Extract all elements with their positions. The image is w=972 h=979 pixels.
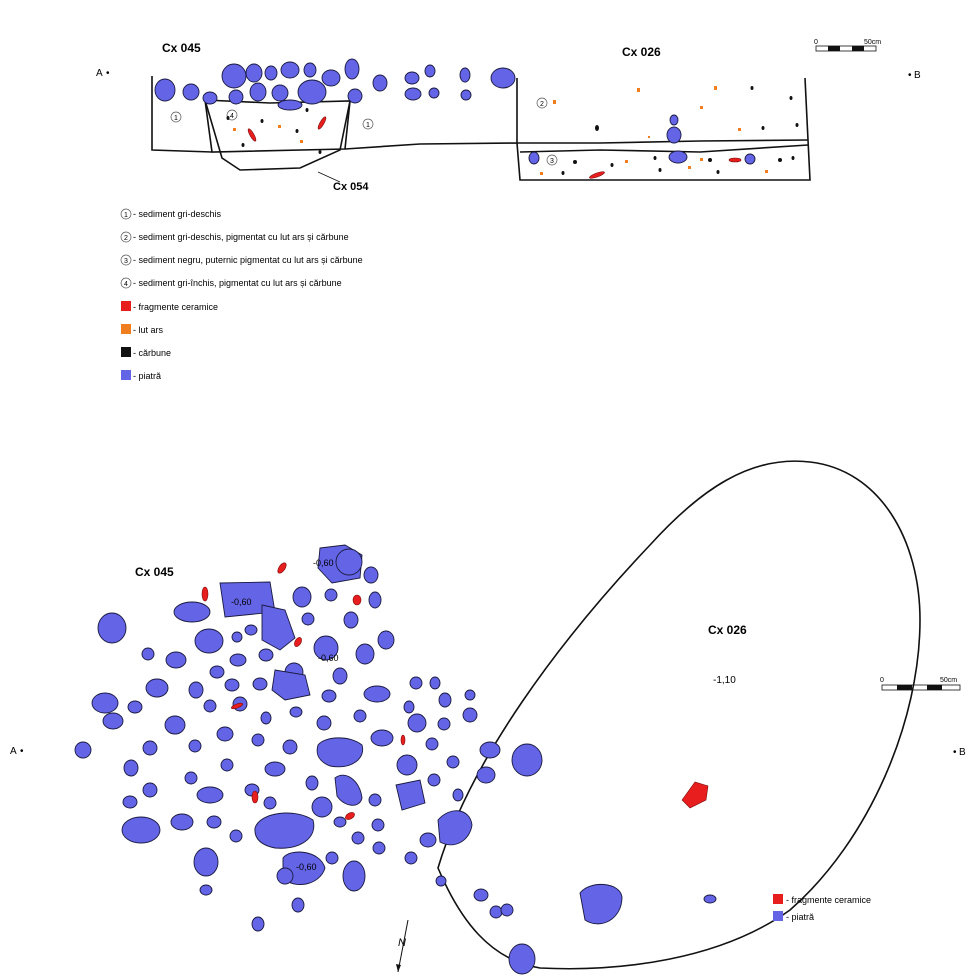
svg-text:- sediment gri-deschis, pigmen: - sediment gri-deschis, pigmentat cu lut…	[133, 232, 349, 242]
svg-text:- lut ars: - lut ars	[133, 325, 164, 335]
section-scale-end: 50cm	[864, 39, 881, 46]
svg-text:- piatră: - piatră	[133, 371, 161, 381]
section-profile: A • • B Cx 045 Cx 026 Cx 054 0 50cm 1 4 …	[96, 39, 921, 193]
legend-item-charcoal: - cărbune	[121, 347, 171, 358]
svg-text:- sediment negru, puternic pig: - sediment negru, puternic pigmentat cu …	[133, 255, 363, 265]
legend-item-stone: - piatră	[121, 370, 161, 381]
plan-scale-zero: 0	[880, 677, 884, 684]
plan-ceramics	[201, 562, 709, 820]
cx026-plan-outline	[437, 460, 921, 970]
section-marker-b: B	[914, 70, 921, 81]
svg-text:- fragmente ceramice: - fragmente ceramice	[786, 895, 871, 905]
svg-text:- sediment gri-deschis: - sediment gri-deschis	[133, 209, 222, 219]
charcoal-swatch	[121, 347, 131, 357]
cx054-leader-line	[317, 171, 341, 183]
legend-item-burnt-clay: - lut ars	[121, 324, 164, 335]
svg-text:- cărbune: - cărbune	[133, 348, 171, 358]
plan-marker-a: A	[10, 746, 17, 757]
cx054-pit-outline	[203, 99, 351, 171]
plan-legend: - fragmente ceramice - piatră	[773, 894, 871, 922]
legend: 1 - sediment gri-deschis 2 - sediment gr…	[120, 208, 363, 381]
plan-title-cx045: Cx 045	[135, 565, 174, 579]
svg-text:•: •	[953, 747, 957, 758]
section-scale-zero: 0	[814, 39, 818, 46]
ceramics-swatch	[121, 301, 131, 311]
plan-depth-2: -0,60	[231, 597, 252, 607]
section-marker-a: A	[96, 68, 103, 79]
svg-text:1: 1	[174, 115, 178, 122]
plan-scale-end: 50cm	[940, 677, 957, 684]
svg-text:4: 4	[230, 113, 234, 120]
plan-depth-3: -0,60	[318, 653, 339, 663]
svg-text:2: 2	[540, 101, 544, 108]
plan-depth-1: -0,60	[313, 558, 334, 568]
section-title-cx054: Cx 054	[333, 181, 369, 193]
svg-text:3: 3	[124, 258, 128, 265]
legend-item-1: 1 - sediment gri-deschis	[120, 208, 222, 220]
svg-text:- sediment gri-închis, pigment: - sediment gri-închis, pigmentat cu lut …	[133, 278, 342, 288]
plan-title-cx026: Cx 026	[708, 623, 747, 637]
plan-depth-4: -0,60	[296, 862, 317, 872]
svg-text:- fragmente ceramice: - fragmente ceramice	[133, 302, 218, 312]
section-stones	[154, 58, 756, 165]
plan-scale-bar: 0 50cm	[880, 677, 961, 691]
stone-swatch	[121, 370, 131, 380]
plan-stone-swatch	[773, 911, 783, 921]
section-inclusions	[226, 86, 799, 179]
svg-text:1: 1	[124, 212, 128, 219]
layer-number-circles: 1 4 1 2 3	[170, 97, 558, 166]
svg-text:- piatră: - piatră	[786, 912, 814, 922]
plan-marker-b: B	[959, 747, 966, 758]
legend-item-4: 4 - sediment gri-închis, pigmentat cu lu…	[120, 277, 342, 289]
section-scale-bar: 0 50cm	[814, 39, 881, 52]
legend-item-ceramics: - fragmente ceramice	[121, 301, 218, 312]
svg-text:4: 4	[124, 281, 128, 288]
svg-text:•: •	[106, 68, 110, 79]
cx026-layer-boundary	[517, 139, 809, 153]
svg-text:2: 2	[124, 235, 128, 242]
plan-stones	[74, 544, 717, 975]
svg-text:•: •	[908, 70, 912, 81]
north-arrow: N	[396, 919, 409, 973]
cx045-section-outline	[151, 76, 811, 181]
svg-text:3: 3	[550, 158, 554, 165]
plan-view: A • • B Cx 045 Cx 026 -1,10 0 50cm	[10, 460, 966, 975]
plan-depth-cx026: -1,10	[713, 675, 736, 686]
burnt-clay-swatch	[121, 324, 131, 334]
north-label: N	[398, 937, 406, 949]
legend-item-3: 3 - sediment negru, puternic pigmentat c…	[120, 254, 363, 266]
svg-text:•: •	[20, 746, 24, 757]
legend-item-2: 2 - sediment gri-deschis, pigmentat cu l…	[120, 231, 349, 243]
svg-text:1: 1	[366, 122, 370, 129]
section-title-cx045: Cx 045	[162, 41, 201, 55]
plan-ceramics-swatch	[773, 894, 783, 904]
section-title-cx026: Cx 026	[622, 45, 661, 59]
